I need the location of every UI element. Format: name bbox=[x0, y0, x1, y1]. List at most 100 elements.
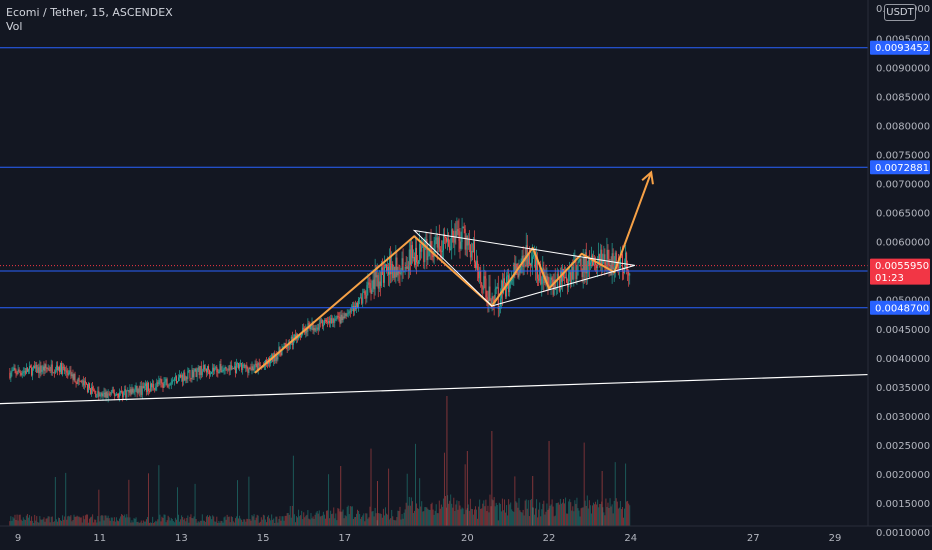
volume-bars bbox=[9, 396, 631, 526]
drawings[interactable] bbox=[0, 170, 869, 405]
candle-body bbox=[227, 368, 229, 370]
candle-body bbox=[82, 380, 84, 386]
volume-label[interactable]: Vol bbox=[6, 20, 23, 33]
candle-body bbox=[505, 283, 507, 297]
candle-body bbox=[595, 262, 597, 265]
candle-body bbox=[554, 279, 556, 291]
volume-bar bbox=[259, 521, 261, 526]
volume-bar bbox=[289, 506, 291, 526]
candle-body bbox=[117, 393, 119, 398]
candle-body bbox=[21, 373, 23, 375]
candle-body bbox=[352, 306, 354, 312]
volume-bar bbox=[414, 443, 416, 526]
candle-body bbox=[153, 383, 155, 389]
volume-bar bbox=[565, 497, 567, 526]
currency-unit-button[interactable]: USDT bbox=[884, 4, 916, 21]
volume-bar bbox=[293, 514, 295, 526]
volume-bar bbox=[320, 516, 322, 526]
volume-bar bbox=[253, 514, 255, 526]
volume-bar bbox=[364, 521, 366, 526]
candle-body bbox=[402, 258, 404, 272]
price-tick-label: 0.0070000 bbox=[876, 180, 930, 191]
volume-bar bbox=[334, 518, 336, 526]
candle-body bbox=[107, 393, 109, 398]
volume-bar bbox=[34, 514, 36, 526]
candle-body bbox=[384, 264, 386, 267]
volume-bar bbox=[317, 513, 319, 526]
candle-body bbox=[434, 240, 436, 245]
volume-bar bbox=[39, 516, 41, 526]
candle-body bbox=[99, 394, 101, 397]
candle-body bbox=[163, 381, 165, 388]
candle-body bbox=[528, 254, 530, 264]
volume-bar bbox=[240, 518, 242, 526]
volume-bar bbox=[440, 504, 442, 526]
candle-body bbox=[284, 343, 286, 345]
candle-body bbox=[410, 245, 412, 265]
volume-bar bbox=[265, 522, 267, 526]
volume-bar bbox=[290, 517, 292, 526]
volume-bar bbox=[480, 508, 482, 526]
candle-body bbox=[64, 367, 66, 372]
volume-bar bbox=[175, 519, 177, 526]
volume-bar bbox=[60, 520, 62, 526]
candle-body bbox=[413, 257, 415, 265]
volume-bar bbox=[554, 515, 556, 526]
candle-body bbox=[330, 318, 332, 324]
candle-body bbox=[557, 273, 559, 279]
volume-bar bbox=[224, 516, 226, 526]
candle-body bbox=[400, 269, 402, 274]
volume-bar bbox=[120, 516, 122, 526]
volume-bar bbox=[42, 519, 44, 526]
candle-body bbox=[372, 279, 374, 289]
candle-body bbox=[336, 316, 338, 319]
volume-bar bbox=[608, 507, 610, 526]
candle-body bbox=[382, 274, 384, 283]
candle-body bbox=[219, 363, 221, 371]
volume-bar bbox=[217, 522, 219, 526]
volume-bar bbox=[411, 501, 413, 526]
volume-bar bbox=[24, 520, 26, 526]
volume-bar bbox=[9, 521, 11, 526]
volume-bar bbox=[345, 516, 347, 526]
volume-bar bbox=[463, 514, 465, 526]
volume-bar bbox=[221, 520, 223, 526]
candle-body bbox=[223, 369, 225, 371]
candle-body bbox=[339, 316, 341, 324]
candle-body bbox=[423, 244, 425, 263]
candle-body bbox=[473, 241, 475, 263]
candle-body bbox=[94, 390, 96, 392]
candle-body bbox=[247, 368, 249, 373]
candle-body bbox=[87, 383, 89, 392]
candle-body bbox=[430, 241, 432, 248]
price-level-tag bbox=[870, 300, 930, 315]
candle-body bbox=[62, 366, 64, 375]
volume-bar bbox=[40, 519, 42, 526]
candle-body bbox=[85, 382, 87, 385]
candle-body bbox=[541, 278, 543, 285]
volume-bar bbox=[505, 512, 507, 526]
volume-bar bbox=[549, 505, 551, 526]
price-level-lines[interactable] bbox=[0, 47, 868, 309]
time-axis[interactable]: 9 11 13 15 17 20 22 24 27 29 bbox=[0, 525, 932, 544]
candle-body bbox=[317, 327, 319, 330]
volume-bar bbox=[460, 509, 462, 526]
candle-body bbox=[134, 389, 136, 392]
candle-body bbox=[340, 314, 342, 324]
candle-body bbox=[418, 260, 420, 264]
volume-bar bbox=[123, 516, 125, 526]
volume-bar bbox=[616, 501, 618, 526]
symbol-title[interactable]: Ecomi / Tether, 15, ASCENDEX bbox=[6, 6, 173, 19]
volume-bar bbox=[309, 519, 311, 526]
volume-bar bbox=[218, 520, 220, 526]
candle-body bbox=[445, 236, 447, 238]
volume-bar bbox=[456, 500, 458, 526]
volume-bar bbox=[468, 510, 470, 526]
candle-body bbox=[25, 367, 27, 374]
price-tick-label: 0.0025000 bbox=[876, 441, 930, 452]
volume-bar bbox=[362, 515, 364, 526]
candle-body bbox=[68, 371, 70, 376]
volume-bar bbox=[343, 518, 345, 526]
candle-body bbox=[570, 272, 572, 284]
